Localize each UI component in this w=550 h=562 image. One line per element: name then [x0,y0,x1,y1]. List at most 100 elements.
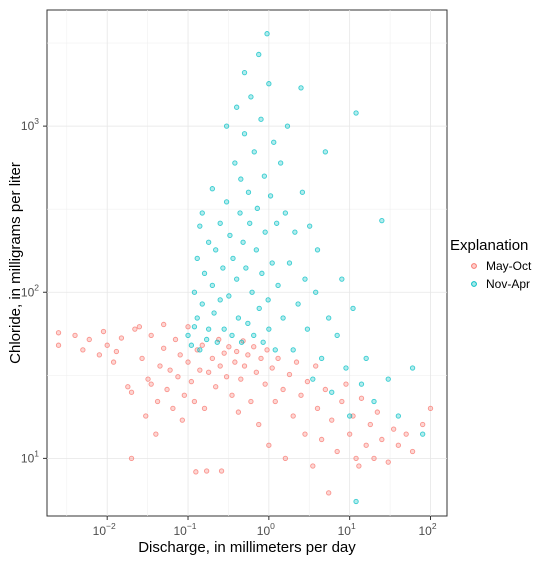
data-point [420,421,426,428]
data-point [104,342,110,348]
data-point [205,326,212,332]
data-point [265,297,271,303]
data-point [100,328,107,335]
y-tick-label: 103 [21,116,39,133]
y-axis-title: Chloride, in milligrams per liter [7,162,24,364]
data-point [217,220,223,226]
data-point [326,315,332,321]
data-point [241,69,248,76]
data-point [188,378,195,385]
data-point [347,413,353,419]
data-point [247,220,253,226]
data-point [353,455,359,462]
data-point [235,409,242,415]
data-point [329,417,335,423]
data-point [275,355,281,362]
data-point [261,173,268,179]
data-point [110,359,117,365]
data-points [55,31,434,505]
data-point [313,363,319,369]
data-point [334,448,340,455]
data-point [209,282,216,289]
data-point [367,421,373,428]
data-point [314,405,321,412]
data-point [229,332,235,339]
data-point [269,260,275,266]
data-point [238,339,245,345]
data-point [185,324,191,330]
data-point [290,347,296,353]
data-point [350,305,356,311]
data-point [203,336,210,343]
data-point [339,276,345,282]
data-point [234,348,240,355]
data-point [318,436,325,443]
data-point [347,431,353,437]
data-point [282,455,288,462]
legend: Explanation May-Oct Nov-Apr [450,237,532,291]
data-point [295,301,301,307]
data-point [209,186,216,192]
data-point [191,289,198,295]
legend-label-nov-apr: Nov-Apr [486,277,530,291]
data-point [292,229,298,235]
data-point [199,301,205,307]
data-point [240,239,246,245]
data-point [80,347,86,353]
data-point [427,405,434,412]
data-point [318,355,325,362]
plot-panel [46,9,448,517]
data-point [379,436,385,443]
data-point [175,374,181,380]
x-axis-title: Discharge, in millimeters per day [138,539,356,556]
data-point [214,339,220,345]
data-point [161,321,167,328]
x-tick-label: 100 [257,521,275,538]
data-point [203,468,210,474]
data-point [153,431,159,437]
data-point [254,205,260,211]
data-point [298,85,304,91]
data-point [188,342,195,348]
data-point [322,386,328,393]
data-point [258,355,264,362]
data-point [385,459,391,465]
data-point [275,282,281,289]
data-point [136,324,143,330]
data-point [72,332,78,339]
data-point [145,376,151,382]
data-point [227,232,233,239]
data-point [223,374,230,380]
data-point [234,104,240,110]
data-point [234,276,240,282]
data-point [274,220,280,226]
data-point [302,431,308,437]
data-point [220,265,226,271]
x-tick-label: 102 [418,521,436,538]
data-point [179,417,185,423]
data-point [282,210,288,216]
data-point [310,463,316,469]
data-point [266,326,272,332]
data-point [199,210,205,216]
data-point [238,176,244,182]
data-point [148,332,154,339]
data-point [197,223,203,229]
data-point [177,352,183,358]
data-point [266,81,272,87]
data-point [223,199,230,205]
data-point [409,365,416,371]
data-point [379,217,385,224]
data-point [232,359,238,365]
data-point [55,342,62,348]
data-point [314,247,321,253]
data-point [96,352,103,358]
data-point [170,405,176,412]
x-tick-label: 101 [338,521,356,538]
data-point [278,160,284,166]
data-point [307,223,313,229]
grid-lines [47,10,447,516]
data-point [313,289,319,295]
data-point [272,347,278,353]
data-point [304,378,311,385]
